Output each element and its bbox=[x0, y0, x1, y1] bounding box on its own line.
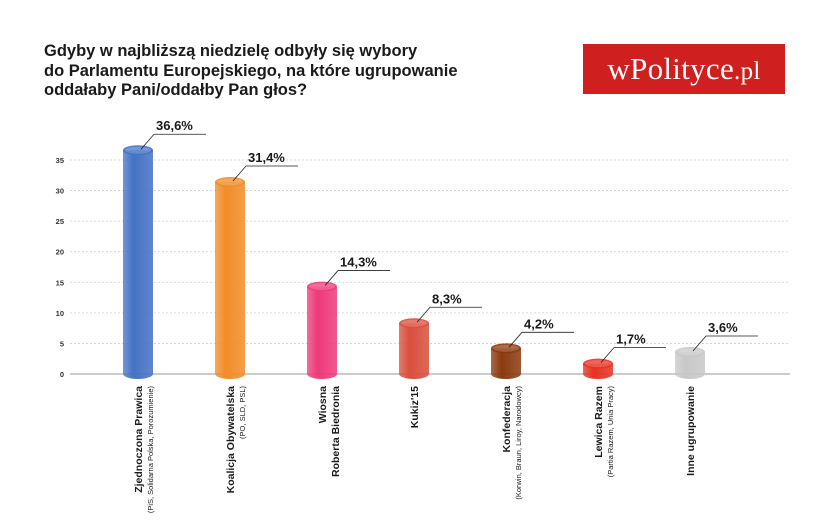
bar-top-highlight bbox=[493, 344, 519, 352]
title-line-1: Gdyby w najbliższą niedzielę odbyły się … bbox=[44, 42, 418, 60]
value-label: 8,3% bbox=[432, 291, 462, 306]
bar-body bbox=[399, 323, 429, 379]
label-leader bbox=[692, 335, 707, 352]
category-name: Inne ugrupowanie bbox=[685, 386, 697, 476]
bar-2[interactable] bbox=[215, 177, 245, 379]
bar-1[interactable] bbox=[123, 145, 153, 379]
bar-top-highlight bbox=[585, 360, 611, 368]
y-tick-label: 15 bbox=[56, 278, 64, 287]
bar-6[interactable] bbox=[583, 358, 613, 379]
label-leader bbox=[600, 347, 615, 363]
label-leader bbox=[232, 165, 247, 182]
bar-top bbox=[675, 346, 705, 357]
value-label: 31,4% bbox=[248, 150, 285, 165]
category-name: Kukiz'15 bbox=[409, 386, 421, 428]
bar-5[interactable] bbox=[491, 343, 521, 379]
category-name: Koalicja Obywatelska bbox=[225, 386, 237, 494]
bar-7[interactable] bbox=[675, 346, 705, 379]
bar-top-highlight bbox=[309, 283, 335, 291]
bar-top bbox=[215, 177, 245, 188]
category-subtitle: (PO, SLD, PSL) bbox=[238, 386, 247, 439]
label-leader bbox=[140, 133, 155, 150]
bar-body bbox=[215, 182, 245, 379]
category-subtitle: (Partia Razem, Unia Pracy) bbox=[606, 386, 615, 478]
value-label: 14,3% bbox=[340, 255, 377, 270]
bar-top bbox=[491, 343, 521, 354]
value-label: 1,7% bbox=[616, 332, 646, 347]
y-tick-label: 35 bbox=[56, 156, 64, 165]
bar-top bbox=[583, 358, 613, 369]
category-label: Konfederacja (Korwin, Braun, Liroy, Narod… bbox=[501, 386, 523, 500]
bar-top-highlight bbox=[125, 146, 151, 154]
logo-text: wPolityce bbox=[607, 51, 735, 86]
label-leader bbox=[508, 332, 523, 348]
y-tick-label: 30 bbox=[56, 187, 64, 196]
value-label: 3,6% bbox=[708, 320, 738, 335]
title-line-3: oddałaby Pani/oddałby Pan głos? bbox=[44, 81, 308, 99]
category-label: Lewica Razem (Partia Razem, Unia Pracy) bbox=[593, 386, 615, 478]
bar-top-highlight bbox=[401, 319, 427, 327]
category-name: Zjednoczona Prawica bbox=[133, 386, 145, 493]
category-name: Konfederacja bbox=[501, 386, 513, 453]
label-leader bbox=[324, 270, 339, 286]
bar-top-highlight bbox=[217, 178, 243, 186]
bar-top bbox=[399, 318, 429, 329]
bar-body bbox=[123, 150, 153, 379]
category-label: Koalicja Obywatelska (PO, SLD, PSL) bbox=[225, 386, 247, 494]
bar-top bbox=[123, 145, 153, 156]
category-subtitle: Roberta Biedronia bbox=[330, 386, 342, 477]
label-leader bbox=[416, 306, 431, 323]
y-tick-label: 20 bbox=[56, 248, 64, 257]
category-label: Inne ugrupowanie bbox=[685, 386, 697, 476]
category-name: Lewica Razem bbox=[593, 386, 605, 458]
y-tick-label: 5 bbox=[60, 339, 64, 348]
category-label: Kukiz'15 bbox=[409, 386, 421, 428]
value-label: 4,2% bbox=[524, 316, 554, 331]
y-tick-label: 0 bbox=[60, 370, 64, 379]
y-tick-label: 10 bbox=[56, 309, 64, 318]
chart-title: Gdyby w najbliższą niedzielę odbyły się … bbox=[44, 42, 514, 101]
category-label: Zjednoczona Prawica (PiS, Solidarna Polsk… bbox=[133, 386, 155, 514]
value-label: 36,6% bbox=[156, 118, 193, 133]
bar-4[interactable] bbox=[399, 318, 429, 379]
y-tick-label: 25 bbox=[56, 217, 64, 226]
category-name: Wiosna bbox=[317, 386, 329, 423]
bar-body bbox=[675, 351, 705, 379]
category-label: Wiosna Roberta Biedronia bbox=[317, 386, 342, 477]
bar-top bbox=[307, 281, 337, 292]
title-line-2: do Parlamentu Europejskiego, na które ug… bbox=[44, 61, 458, 80]
wpolityce-logo[interactable]: wPolityce.pl bbox=[583, 44, 785, 94]
bar-body bbox=[491, 348, 521, 379]
category-subtitle: (PiS, Solidarna Polska, Porozumienie) bbox=[146, 386, 155, 514]
bar-3[interactable] bbox=[307, 281, 337, 379]
bar-top-highlight bbox=[677, 348, 703, 356]
logo-suffix: .pl bbox=[734, 58, 761, 85]
category-subtitle: (Korwin, Braun, Liroy, Narodowcy) bbox=[514, 386, 523, 500]
bar-body bbox=[307, 286, 337, 379]
